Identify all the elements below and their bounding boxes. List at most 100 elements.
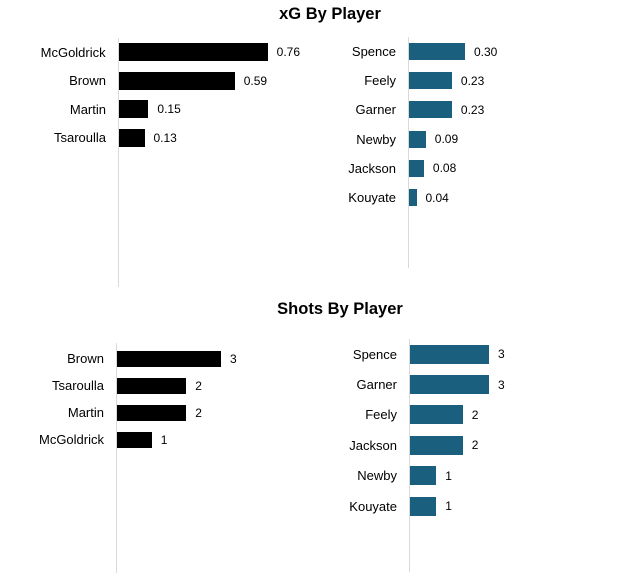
bar (119, 71, 235, 90)
shots-right-bar-chart: Spence 3 Garner 3 Feely 2 Jackson 2 Newby 1 Kouyat… (300, 339, 617, 572)
category-label: Newby (356, 131, 396, 147)
chart-title-shots: Shots By Player (277, 300, 403, 318)
bar (118, 43, 268, 62)
bar-row: Garner 0.23 (300, 95, 617, 124)
bar (410, 344, 489, 364)
bar-row: Spence 3 (300, 339, 617, 369)
bar-row: Newby 0.09 (300, 125, 617, 154)
value-label: 0.23 (460, 102, 485, 117)
bar-row: Garner 3 (300, 369, 617, 399)
bar (409, 43, 465, 61)
bar-area: 3 (410, 375, 505, 395)
bar-area: 0.23 (409, 101, 485, 119)
value-label: 0.09 (434, 132, 459, 147)
bar (409, 101, 452, 119)
bar (117, 404, 187, 421)
bar (409, 189, 417, 207)
bar-row: Jackson 2 (300, 430, 617, 460)
value-label: 0.13 (153, 130, 177, 145)
bar (409, 72, 452, 90)
bar-row: Feely 2 (300, 400, 617, 430)
bar (117, 377, 187, 394)
value-label: 2 (471, 407, 479, 422)
value-label: 3 (498, 377, 505, 392)
bar-area: 0.04 (409, 189, 449, 207)
bar-area: 2 (410, 435, 479, 455)
category-label: McGoldrick (38, 432, 104, 447)
bar-row: McGoldrick 1 (0, 426, 300, 453)
value-label: 0.04 (425, 190, 449, 205)
bar-area: 0.15 (119, 100, 181, 119)
value-label: 1 (160, 432, 168, 447)
bar (117, 350, 221, 367)
category-label: Kouyate (349, 498, 397, 514)
bar-row: McGoldrick 0.76 (0, 38, 300, 67)
bar-area: 0.08 (409, 159, 457, 177)
category-label: Garner (355, 102, 396, 118)
bar (410, 405, 463, 425)
category-label: Garner (356, 377, 397, 393)
bar-row: Jackson 0.08 (300, 154, 617, 183)
bar-row: Kouyate 0.04 (300, 183, 617, 212)
bar-area: 0.30 (409, 43, 498, 61)
y-axis-line (409, 339, 410, 572)
bar-row: Newby 1 (300, 461, 617, 491)
category-label: Martin (67, 405, 104, 420)
bar-area: 0.13 (119, 128, 177, 147)
bar-row: Martin 2 (0, 399, 300, 426)
bar-area: 3 (410, 344, 505, 364)
bar-area: 3 (117, 350, 237, 367)
value-label: 0.59 (243, 73, 268, 88)
bar-row: Spence 0.30 (300, 37, 617, 66)
category-label: Kouyate (348, 190, 396, 206)
bar-row: Brown 3 (0, 345, 300, 372)
bar-row: Tsaroulla 2 (0, 372, 300, 399)
bar-area: 0.59 (119, 71, 268, 90)
category-label: Tsaroulla (51, 378, 104, 393)
category-label: Jackson (348, 160, 396, 176)
value-label: 3 (230, 351, 237, 366)
category-label: Jackson (349, 437, 397, 453)
bar-area: 2 (117, 377, 202, 394)
category-label: Spence (352, 346, 397, 362)
y-axis-line (408, 37, 409, 268)
shots-left-bar-chart: Brown 3 Tsaroulla 2 Martin 2 McGoldrick 1 (0, 343, 300, 573)
bar-area: 2 (410, 405, 479, 425)
y-axis-line (118, 38, 119, 287)
value-label: 1 (445, 468, 452, 483)
value-label: 0.23 (460, 73, 485, 88)
bar-row: Martin 0.15 (0, 95, 300, 124)
value-label: 3 (498, 347, 505, 362)
category-label: Feely (364, 73, 396, 89)
bar (117, 431, 152, 448)
value-label: 2 (471, 438, 479, 453)
bar (119, 128, 145, 147)
bar (410, 435, 463, 455)
category-label: Brown (67, 351, 104, 366)
bar-area: 1 (117, 431, 168, 448)
value-label: 0.15 (157, 102, 181, 117)
bar (410, 375, 489, 395)
value-label: 0.76 (276, 45, 300, 60)
bar-area: 1 (410, 466, 452, 486)
value-label: 1 (445, 499, 452, 514)
value-label: 0.30 (474, 44, 498, 59)
bar-row: Kouyate 1 (300, 491, 617, 521)
xg-left-bar-chart: McGoldrick 0.76 Brown 0.59 Martin 0.15 Tsaroul… (0, 38, 300, 287)
category-label: Tsaroulla (53, 130, 106, 146)
bar (409, 159, 424, 177)
value-label: 0.08 (432, 161, 457, 176)
bar-area: 0.76 (118, 43, 300, 62)
bar-row: Tsaroulla 0.13 (0, 124, 300, 153)
category-label: Feely (365, 407, 397, 423)
category-label: Spence (351, 44, 396, 60)
y-axis-line (116, 343, 117, 573)
bar-area: 1 (410, 496, 452, 516)
bar (119, 100, 149, 119)
category-label: McGoldrick (40, 44, 106, 60)
bar-area: 0.23 (409, 72, 485, 90)
category-label: Newby (357, 468, 397, 484)
category-label: Martin (69, 101, 106, 117)
xg-right-bar-chart: Spence 0.30 Feely 0.23 Garner 0.23 Newby 0.09 Ja… (300, 37, 617, 268)
bar-row: Feely 0.23 (300, 66, 617, 95)
